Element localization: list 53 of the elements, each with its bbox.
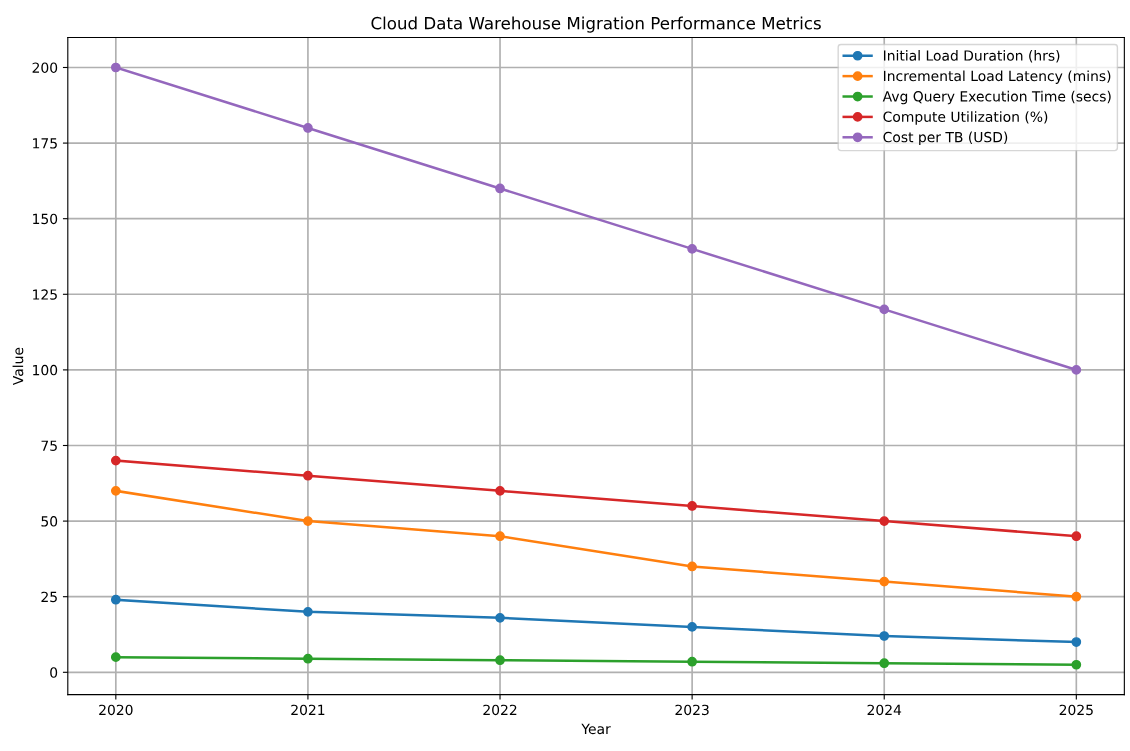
point	[687, 244, 697, 254]
y-tick-label: 100	[33, 364, 58, 376]
point	[879, 631, 890, 641]
point	[110, 62, 121, 73]
legend-label: Incremental Load Latency (mins)	[884, 70, 1111, 84]
y-tick-label: 125	[33, 289, 57, 300]
point	[687, 622, 697, 632]
point	[495, 183, 505, 194]
x-tick-label: 2023	[675, 704, 709, 716]
point	[687, 561, 697, 572]
point	[1071, 591, 1082, 602]
point	[879, 658, 890, 669]
point	[1071, 637, 1082, 647]
point	[110, 455, 121, 466]
y-tick-label: 0	[50, 667, 58, 678]
y-tick-label: 200	[32, 62, 58, 73]
x-axis-title: Year	[581, 723, 611, 735]
point	[687, 656, 697, 667]
point	[879, 304, 890, 315]
x-tick-label: 2021	[291, 704, 325, 716]
y-axis-title: Value	[12, 347, 24, 386]
point	[110, 652, 121, 663]
y-tick-label: 50	[41, 516, 58, 527]
x-tick-label: 2024	[867, 704, 902, 716]
x-tick-label: 2025	[1059, 704, 1093, 716]
y-tick-label: 75	[41, 440, 57, 451]
legend-label: Cost per TB (USD)	[883, 131, 1008, 146]
point	[1071, 365, 1082, 375]
chart-title: Cloud Data Warehouse Migration Performance Metrics	[371, 16, 821, 33]
legend-label: Compute Utilization (%)	[883, 111, 1048, 125]
point	[1071, 531, 1082, 542]
point	[303, 606, 313, 617]
point	[495, 613, 505, 623]
x-tick-label: 2022	[483, 704, 517, 716]
point	[110, 485, 121, 496]
point	[303, 653, 313, 664]
legend-label: Initial Load Duration (hrs)	[884, 50, 1060, 63]
point	[495, 531, 505, 542]
point	[303, 470, 313, 481]
point	[879, 516, 890, 526]
point	[110, 594, 121, 605]
point	[687, 501, 697, 511]
point	[879, 576, 890, 587]
point	[1071, 659, 1082, 670]
point	[303, 516, 313, 526]
x-tick-label: 2020	[99, 704, 133, 716]
point	[495, 485, 505, 496]
y-tick-label: 175	[33, 138, 57, 149]
y-tick-label: 150	[33, 213, 58, 225]
point	[495, 655, 505, 666]
legend-label: Avg Query Execution Time (secs)	[882, 90, 1111, 105]
y-tick-label: 25	[41, 591, 57, 603]
point	[303, 123, 313, 133]
